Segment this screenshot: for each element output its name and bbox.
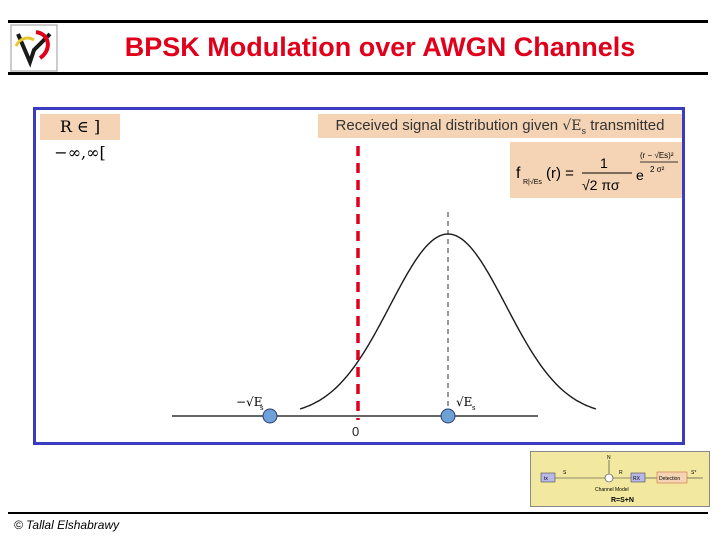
inset-shat-label: S* xyxy=(691,470,696,476)
university-logo xyxy=(10,24,58,72)
footer-rule xyxy=(8,512,708,514)
inset-tx-label: tx xyxy=(544,476,548,482)
received-symbol-wrap: √Es xyxy=(562,118,587,137)
formula-exp-den: 2 σ² xyxy=(650,165,665,174)
inset-rx-box xyxy=(630,472,646,483)
inset-detection-box xyxy=(656,471,688,484)
received-distribution-caption: Received signal distribution given √Es t… xyxy=(318,114,682,138)
formula-exp-num: (r − √Es)² xyxy=(640,151,674,160)
inset-channel-model-label: Channel Model xyxy=(595,487,629,493)
inset-tx-box xyxy=(540,472,556,483)
copyright-text: © Tallal Elshabrawy xyxy=(14,518,120,532)
inset-adder xyxy=(604,473,614,483)
inset-r-label: R xyxy=(619,470,623,476)
zero-label: 0 xyxy=(352,424,360,439)
received-symbol: √E xyxy=(562,118,582,134)
formula-numerator: 1 xyxy=(600,155,608,171)
formula-denominator: √2 πσ xyxy=(582,177,620,193)
received-symbol-sub: s xyxy=(581,126,587,137)
formula-lhs: f xyxy=(516,165,521,182)
received-suffix: transmitted xyxy=(590,117,665,134)
inset-s-label: S xyxy=(563,470,567,476)
header-bottom-rule xyxy=(8,72,708,75)
inset-detection-label: Detection xyxy=(659,476,680,482)
pdf-formula: f R|√Es (r) = 1 √2 πσ e (r − √Es)² 2 σ² xyxy=(510,142,682,198)
received-prefix: Received signal distribution given xyxy=(335,117,559,134)
pos-symbol-label: √E xyxy=(456,395,472,409)
page-title: BPSK Modulation over AWGN Channels xyxy=(124,32,636,62)
pos-symbol-label-sub: s xyxy=(472,404,476,412)
header-top-rule xyxy=(8,20,708,23)
distribution-panel xyxy=(33,107,685,445)
inset-equation: R=S+N xyxy=(611,497,634,504)
formula-arg: (r) = xyxy=(546,165,574,182)
neg-symbol-label-sub: s xyxy=(260,404,264,412)
neg-symbol-marker xyxy=(262,408,278,424)
formula-exp-base: e xyxy=(636,167,644,183)
neg-symbol-label: −√E xyxy=(236,395,262,409)
formula-lhs-sub: R|√Es xyxy=(523,178,542,186)
range-label: R ∈ ]−∞,∞[ xyxy=(40,114,120,162)
pos-symbol-marker xyxy=(440,408,456,424)
inset-noise-label: N xyxy=(607,455,611,461)
inset-rx-label: RX xyxy=(633,476,641,482)
channel-model-inset: N tx S R RX Detection S* Channel Model R… xyxy=(530,451,710,507)
